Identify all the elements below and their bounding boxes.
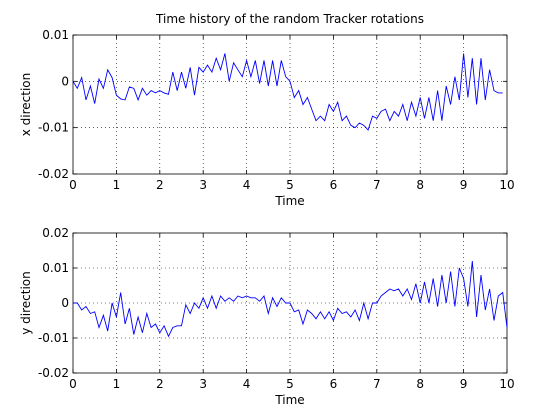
series-line [72,53,503,131]
x-direction-subplot: 0 1 2 3 4 5 6 7 8 9 10 0.01 0 -0.01 -0.02 Time x directi… [19,12,515,208]
x-tick-label: 0 [69,178,77,192]
y-tick-label: 0.01 [42,28,69,42]
x-axis-label: Time [274,393,304,407]
x-tick-label: 4 [243,377,251,391]
x-tick-label: 7 [373,377,381,391]
x-tick-label: 1 [113,178,121,192]
x-tick-label: 3 [199,377,207,391]
x-tick-label: 5 [286,178,294,192]
y-tick-label: 0.01 [42,261,69,275]
x-tick-label: 4 [243,178,251,192]
y-axis-label: x direction [19,73,33,137]
x-tick-label: 10 [499,377,514,391]
x-tick-label: 9 [460,377,468,391]
y-tick-label: -0.01 [38,331,69,345]
y-tick-label: -0.01 [38,121,69,135]
chart-title: Time history of the random Tracker rotat… [155,12,424,26]
x-tick-label: 10 [499,178,514,192]
x-tick-label: 9 [460,178,468,192]
x-tick-label: 2 [156,377,164,391]
y-tick-label: 0 [61,296,69,310]
y-axis-label: y direction [19,271,33,335]
y-tick-label: 0.02 [42,226,69,240]
y-direction-subplot: 0 1 2 3 4 5 6 7 8 9 10 0.02 0.01 0 -0.01 -0.02 Time y dir… [19,226,515,407]
y-tick-label: -0.02 [38,167,69,181]
x-tick-label: 1 [113,377,121,391]
x-tick-label: 2 [156,178,164,192]
x-tick-label: 0 [69,377,77,391]
x-axis-label: Time [274,194,304,208]
x-tick-label: 6 [330,377,338,391]
x-tick-label: 6 [330,178,338,192]
series-line [73,260,508,338]
x-tick-label: 5 [286,377,294,391]
y-tick-label: -0.02 [38,366,69,380]
x-tick-label: 8 [416,377,424,391]
y-tick-label: 0 [61,74,69,88]
x-tick-label: 3 [199,178,207,192]
x-tick-label: 8 [416,178,424,192]
x-tick-label: 7 [373,178,381,192]
